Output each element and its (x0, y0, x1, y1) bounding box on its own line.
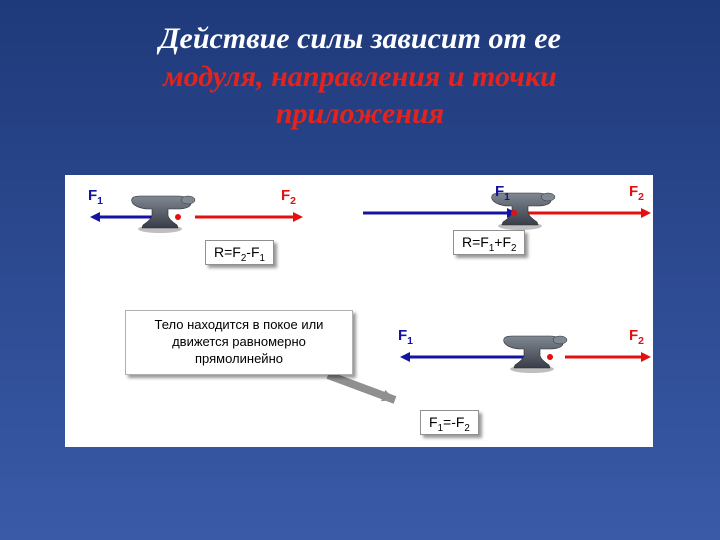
diagram-area: R=F2-F1 R=F1+F2 F1=-F2 Тело находится в пок… (65, 175, 653, 447)
label-f1: F1 (495, 183, 510, 200)
label-f1: F1 (88, 187, 103, 204)
slide: Действие силы зависит от еемодуля, напра… (0, 0, 720, 540)
label-f2: F2 (629, 183, 644, 200)
page-title: Действие силы зависит от еемодуля, напра… (0, 20, 720, 133)
formula-difference: R=F2-F1 (205, 240, 274, 265)
label-f2: F2 (281, 187, 296, 204)
label-f1: F1 (398, 327, 413, 344)
formula-sum: R=F1+F2 (453, 230, 525, 255)
caption-textbox: Тело находится в покое или движется равн… (125, 310, 353, 375)
label-f2: F2 (629, 327, 644, 344)
formula-equal: F1=-F2 (420, 410, 479, 435)
